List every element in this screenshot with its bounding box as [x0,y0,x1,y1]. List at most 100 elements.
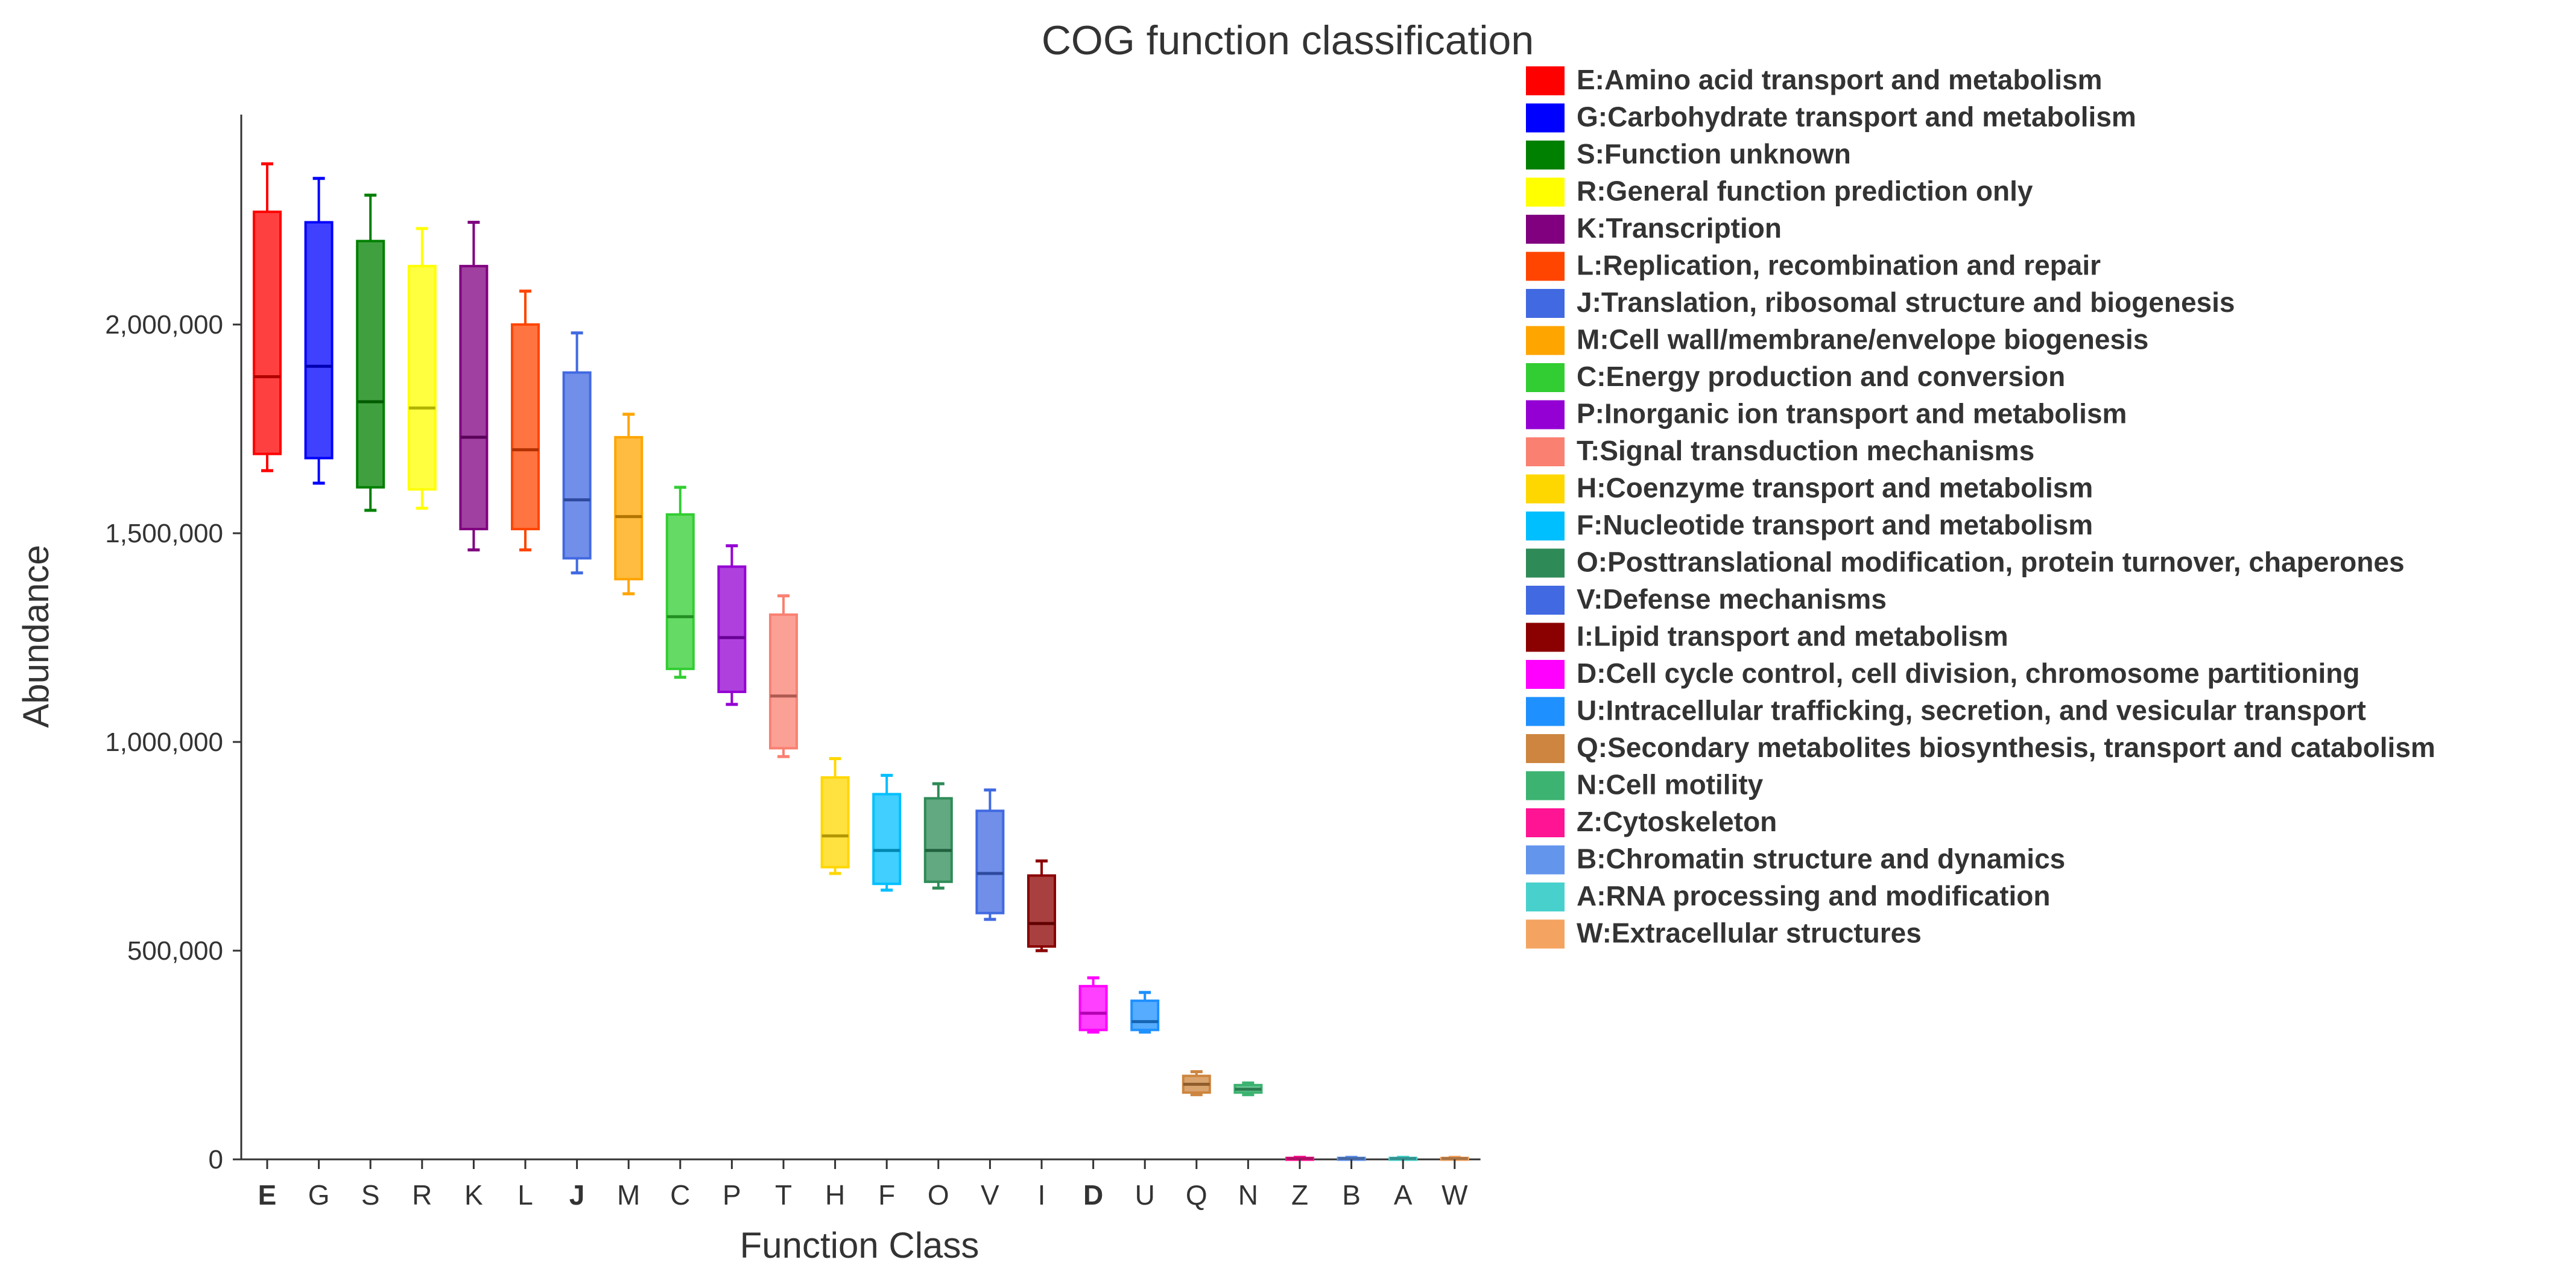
x-tick-label-J: J [569,1179,585,1211]
box-D [1078,976,1108,1034]
legend-swatch [1526,141,1565,170]
box-Q [1182,1070,1211,1097]
x-tick-label-Z: Z [1291,1179,1308,1211]
x-tick-label-P: P [723,1179,741,1211]
x-tick-label-H: H [825,1179,845,1211]
legend-item-V: V:Defense mechanisms [1526,583,1887,615]
legend-item-L: L:Replication, recombination and repair [1526,250,2101,281]
y-tick-label: 2,000,000 [105,310,223,340]
chart-title: COG function classification [1042,17,1534,63]
axes [240,115,1481,1161]
box-iqr [1027,874,1056,948]
legend-label: V:Defense mechanisms [1577,583,1887,615]
box-G [304,177,334,485]
x-tick-label-D: D [1083,1179,1103,1211]
box-J [562,331,592,575]
box-B [1337,1156,1366,1161]
box-U [1130,990,1160,1034]
box-iqr [1130,1000,1160,1031]
y-tick-label: 0 [209,1145,223,1174]
box-iqr [356,239,385,489]
box-iqr [717,565,747,693]
legend-swatch [1526,808,1565,837]
legend-item-G: G:Carbohydrate transport and metabolism [1526,101,2136,133]
box-A [1388,1156,1418,1161]
legend-swatch [1526,400,1565,429]
box-iqr [769,613,798,750]
legend-item-S: S:Function unknown [1526,138,1851,170]
box-E [253,162,282,472]
x-tick-label-O: O [928,1179,949,1211]
legend-swatch [1526,437,1565,466]
legend-item-E: E:Amino acid transport and metabolism [1526,64,2103,95]
legend-swatch [1526,66,1565,95]
legend-label: K:Transcription [1577,212,1782,244]
x-tick-label-V: V [981,1179,999,1211]
legend-label: N:Cell motility [1577,769,1764,800]
box-R [407,227,437,510]
legend-item-Q: Q:Secondary metabolites biosynthesis, tr… [1526,732,2435,763]
legend: E:Amino acid transport and metabolism G:C… [1526,64,2435,949]
x-tick-label-T: T [775,1179,792,1211]
box-T [769,594,798,758]
legend-label: F:Nucleotide transport and metabolism [1577,509,2093,540]
y-tick-label: 1,000,000 [105,727,223,757]
box-C [665,486,695,679]
legend-label: C:Energy production and conversion [1577,361,2065,392]
legend-label: D:Cell cycle control, cell division, chr… [1577,658,2359,689]
box-iqr [562,371,592,560]
box-S [356,193,385,512]
legend-swatch [1526,474,1565,504]
box-M [614,413,644,595]
box-H [820,757,850,875]
legend-label: R:General function prediction only [1577,176,2033,207]
legend-swatch [1526,882,1565,911]
box-iqr [1078,984,1108,1031]
box-F [872,773,902,892]
legend-swatch [1526,103,1565,133]
x-tick-label-G: G [308,1179,330,1211]
box-iqr [820,776,850,869]
legend-item-J: J:Translation, ribosomal structure and b… [1526,287,2235,318]
x-tick-label-F: F [878,1179,895,1211]
x-tick-label-L: L [517,1179,533,1211]
legend-swatch [1526,919,1565,949]
legend-label: L:Replication, recombination and repair [1577,250,2101,281]
y-tick-label: 500,000 [127,936,223,966]
legend-swatch [1526,771,1565,800]
legend-item-W: W:Extracellular structures [1526,917,1922,949]
legend-item-I: I:Lipid transport and metabolism [1526,621,2008,652]
legend-item-D: D:Cell cycle control, cell division, chr… [1526,658,2359,689]
box-iqr [975,810,1005,914]
legend-label: W:Extracellular structures [1577,917,1922,949]
box-Z [1285,1156,1314,1161]
box-W [1440,1156,1469,1161]
x-tick-label-R: R [412,1179,432,1211]
legend-swatch [1526,623,1565,652]
legend-swatch [1526,289,1565,318]
legend-swatch [1526,512,1565,540]
legend-item-U: U:Intracellular trafficking, secretion, … [1526,695,2366,726]
legend-swatch [1526,734,1565,763]
legend-label: M:Cell wall/membrane/envelope biogenesis [1577,324,2148,355]
box-I [1027,859,1056,952]
legend-item-K: K:Transcription [1526,212,1782,244]
box-P [717,544,747,706]
legend-item-A: A:RNA processing and modification [1526,880,2050,911]
box-K [459,220,489,552]
legend-item-N: N:Cell motility [1526,769,1764,800]
legend-item-M: M:Cell wall/membrane/envelope biogenesis [1526,324,2148,355]
legend-label: E:Amino acid transport and metabolism [1577,64,2103,95]
legend-item-P: P:Inorganic ion transport and metabolism [1526,398,2127,429]
legend-item-Z: Z:Cytoskeleton [1526,806,1777,837]
x-tick-label-N: N [1238,1179,1258,1211]
legend-swatch [1526,660,1565,689]
x-tick-label-K: K [464,1179,483,1211]
x-tick-label-M: M [617,1179,640,1211]
legend-item-R: R:General function prediction only [1526,176,2033,207]
box-iqr [459,265,489,531]
legend-label: I:Lipid transport and metabolism [1577,621,2008,652]
box-iqr [511,323,540,531]
